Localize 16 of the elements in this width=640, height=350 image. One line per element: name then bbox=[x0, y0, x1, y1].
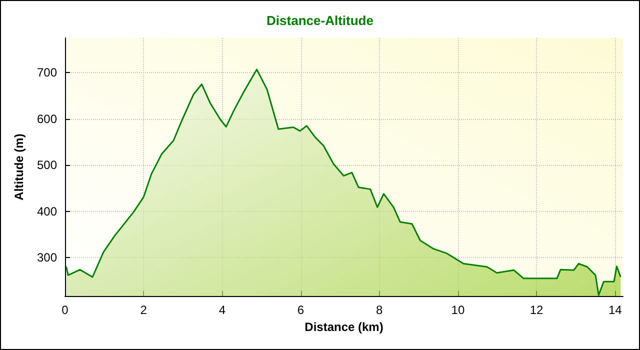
y-axis-title: Altitude (m) bbox=[12, 134, 26, 200]
y-tick-label: 500 bbox=[36, 158, 58, 172]
y-tick-label: 300 bbox=[36, 250, 58, 265]
x-axis-title: Distance (km) bbox=[304, 320, 384, 334]
y-tick-label: 700 bbox=[36, 66, 58, 80]
chart-title: Distance-Altitude bbox=[266, 13, 374, 28]
x-tick-label: 2 bbox=[140, 303, 148, 317]
x-tick-label: 12 bbox=[530, 303, 544, 317]
y-tick-label: 400 bbox=[36, 204, 58, 218]
y-tick-label: 600 bbox=[36, 112, 58, 126]
x-tick-label: 10 bbox=[451, 303, 465, 317]
x-tick-label: 6 bbox=[297, 303, 304, 317]
x-tick-label: 14 bbox=[608, 303, 622, 317]
x-tick-label: 8 bbox=[376, 303, 384, 317]
x-tick-label: 0 bbox=[62, 303, 69, 317]
x-tick-label: 4 bbox=[218, 303, 226, 317]
